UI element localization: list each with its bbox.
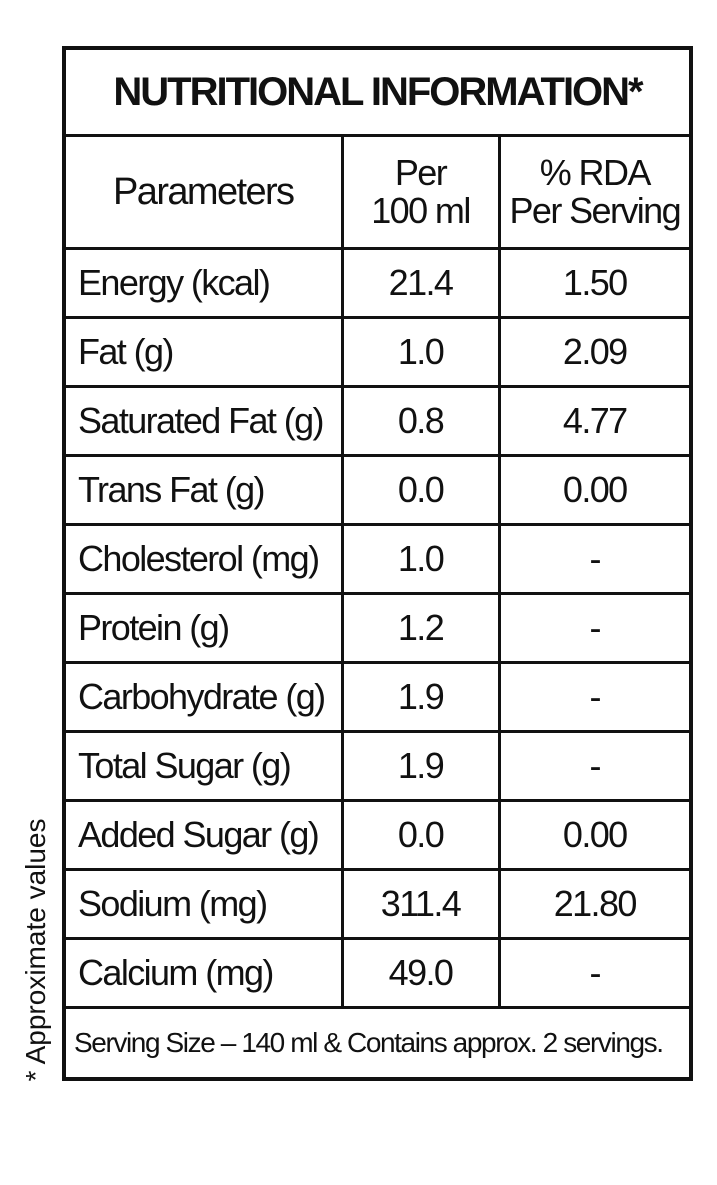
value-cell: 0.0 [340, 799, 501, 871]
value-cell: 0.8 [340, 385, 501, 457]
value-cell: 21.80 [497, 868, 689, 940]
header-cell: Per 100 ml [340, 134, 501, 250]
data-row: Trans Fat (g) 0.0 0.00 [66, 454, 689, 526]
value-cell: - [497, 937, 689, 1009]
parameter: Sodium (mg) [66, 868, 344, 940]
value-cell: 1.9 [340, 661, 501, 733]
value-cell: 0.00 [497, 454, 689, 526]
header-cell: % RDA Per Serving [497, 134, 689, 250]
parameter: Total Sugar (g) [66, 730, 344, 802]
parameter: Energy (kcal) [66, 247, 344, 319]
value-cell: 311.4 [340, 868, 501, 940]
value-cell: 1.0 [340, 523, 501, 595]
header-line: 100 ml [371, 190, 471, 231]
nutrition-label: NUTRITIONAL INFORMATION* Parameters Per 10… [62, 46, 693, 1081]
value-cell: 4.77 [497, 385, 689, 457]
data-row: Protein (g) 1.2- [66, 592, 689, 664]
parameter: Calcium (mg) [66, 937, 344, 1009]
parameter: Protein (g) [66, 592, 344, 664]
parameter: Carbohydrate (g) [66, 661, 344, 733]
title: NUTRITIONAL INFORMATION* [66, 50, 689, 137]
data-row: Added Sugar (g) 0.0 0.00 [66, 799, 689, 871]
data-row: Fat (g) 1.0 2.09 [66, 316, 689, 388]
value-cell: 1.50 [497, 247, 689, 319]
data-row: Energy (kcal) 21.4 1.50 [66, 247, 689, 319]
data-row: Cholesterol (mg) 1.0- [66, 523, 689, 595]
value-cell: 1.0 [340, 316, 501, 388]
parameter: Added Sugar (g) [66, 799, 344, 871]
footer: Serving Size – 140 ml & Contains approx.… [66, 1006, 689, 1077]
value-cell: - [497, 661, 689, 733]
header-line: Parameters [113, 171, 295, 213]
value-cell: 1.2 [340, 592, 501, 664]
value-cell: 49.0 [340, 937, 501, 1009]
header-line: Per [394, 152, 448, 193]
value-cell: - [497, 592, 689, 664]
parameter: Trans Fat (g) [66, 454, 344, 526]
parameter: Saturated Fat (g) [66, 385, 344, 457]
header-cell: Parameters [66, 134, 344, 250]
data-row: Total Sugar (g) 1.9- [66, 730, 689, 802]
data-row: Calcium (mg) 49.0- [66, 937, 689, 1009]
parameter: Fat (g) [66, 316, 344, 388]
value-cell: 1.9 [340, 730, 501, 802]
value-cell: 21.4 [340, 247, 501, 319]
header-line: Per Serving [509, 190, 682, 231]
value-cell: - [497, 523, 689, 595]
header-line: % RDA [539, 152, 652, 193]
parameter: Cholesterol (mg) [66, 523, 344, 595]
footer-row: Serving Size – 140 ml & Contains approx.… [66, 1006, 689, 1077]
data-row: Sodium (mg) 311.4 21.80 [66, 868, 689, 940]
value-cell: 2.09 [497, 316, 689, 388]
side-note: * Approximate values [20, 818, 51, 1082]
value-cell: 0.0 [340, 454, 501, 526]
data-row: Carbohydrate (g) 1.9- [66, 661, 689, 733]
title-row: NUTRITIONAL INFORMATION* [66, 50, 689, 137]
nutrition-table: NUTRITIONAL INFORMATION* Parameters Per 10… [66, 50, 689, 1077]
header-row: Parameters Per 100 ml% RDA Per Serving [66, 134, 689, 250]
value-cell: - [497, 730, 689, 802]
data-row: Saturated Fat (g) 0.8 4.77 [66, 385, 689, 457]
value-cell: 0.00 [497, 799, 689, 871]
